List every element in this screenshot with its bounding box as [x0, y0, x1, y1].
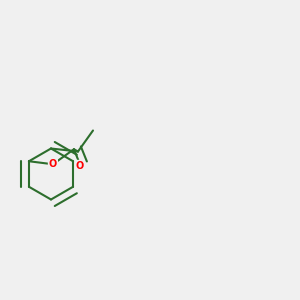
Text: O: O [49, 159, 57, 169]
Text: O: O [76, 161, 84, 171]
